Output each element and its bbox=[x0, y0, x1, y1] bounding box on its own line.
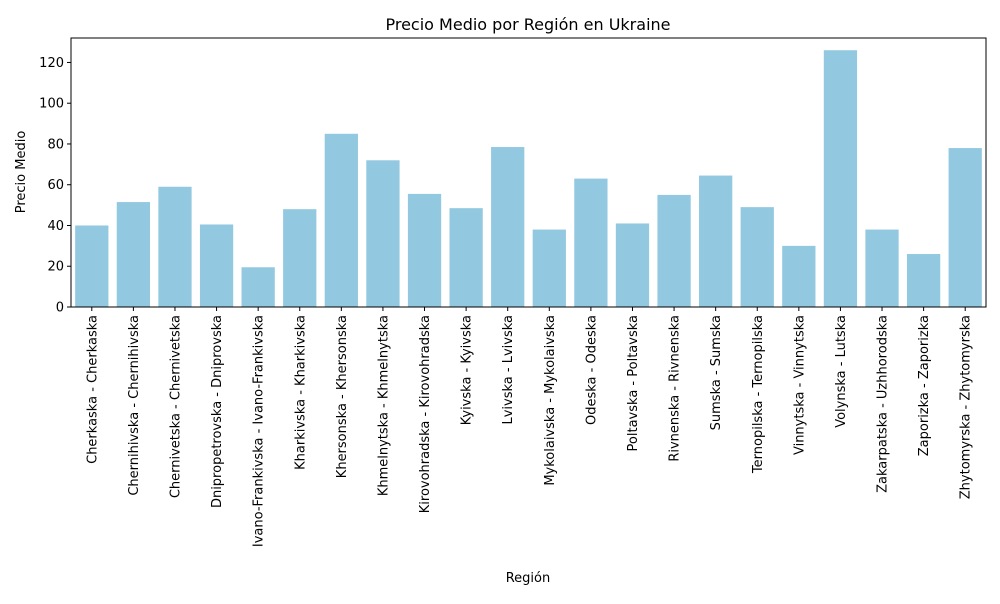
x-axis-label: Región bbox=[506, 571, 551, 586]
y-axis: 0 20 40 60 80 100 120 bbox=[39, 56, 71, 316]
bar bbox=[199, 224, 234, 307]
x-axis: Cherkaska - Cherkaska Chernihivska - Cher… bbox=[85, 307, 974, 547]
bar bbox=[948, 148, 982, 307]
bar bbox=[324, 133, 358, 307]
x-tick-label: Vinnytska - Vinnytska bbox=[792, 315, 807, 455]
plot-frame bbox=[70, 37, 987, 308]
bar bbox=[823, 50, 858, 307]
x-tick-label: Mykolaivska - Mykolaivska bbox=[543, 315, 558, 486]
x-tick-label: Cherkaska - Cherkaska bbox=[85, 315, 100, 464]
bar bbox=[116, 202, 151, 307]
bar bbox=[532, 229, 566, 307]
bar bbox=[241, 267, 275, 307]
x-tick-label: Zhytomyrska - Zhytomyrska bbox=[959, 315, 974, 499]
y-tick-label: 40 bbox=[47, 219, 64, 234]
bar bbox=[615, 223, 650, 307]
bar bbox=[865, 229, 899, 307]
y-axis-label: Precio Medio bbox=[14, 131, 29, 214]
bar bbox=[491, 147, 525, 307]
bar bbox=[407, 193, 442, 307]
x-tick-label: Ternopilska - Ternopilska bbox=[751, 315, 766, 474]
bar bbox=[906, 254, 941, 307]
x-tick-label: Zaporizka - Zaporizka bbox=[917, 315, 932, 456]
y-tick-label: 100 bbox=[39, 97, 64, 112]
y-tick-label: 60 bbox=[47, 178, 64, 193]
bars-layer bbox=[75, 50, 982, 307]
bar bbox=[366, 160, 400, 307]
x-tick-label: Chernivetska - Chernivetska bbox=[168, 315, 183, 498]
y-tick-label: 0 bbox=[56, 301, 64, 316]
x-tick-label: Odeska - Odeska bbox=[584, 315, 599, 425]
bar bbox=[449, 208, 483, 307]
y-tick-label: 80 bbox=[47, 137, 64, 152]
x-tick-label: Rivnenska - Rivnenska bbox=[668, 315, 683, 462]
x-tick-label: Volynska - Lutska bbox=[834, 315, 849, 428]
bar bbox=[699, 175, 733, 307]
y-tick-label: 20 bbox=[47, 260, 64, 275]
bar bbox=[657, 194, 691, 307]
x-tick-label: Ivano-Frankivska - Ivano-Frankivska bbox=[252, 315, 267, 547]
bar bbox=[574, 178, 608, 307]
x-tick-label: Poltavska - Poltavska bbox=[626, 315, 641, 451]
x-tick-label: Sumska - Sumska bbox=[709, 315, 724, 430]
chart-title: Precio Medio por Región en Ukraine bbox=[385, 15, 670, 34]
x-tick-label: Kyivska - Kyivska bbox=[460, 315, 475, 425]
bar bbox=[158, 186, 192, 307]
y-tick-label: 120 bbox=[39, 56, 64, 71]
plot-border bbox=[70, 37, 987, 308]
x-tick-label: Lvivska - Lvivska bbox=[501, 315, 516, 425]
x-tick-label: Chernihivska - Chernihivska bbox=[127, 315, 142, 496]
x-tick-label: Khmelnytska - Khmelnytska bbox=[376, 315, 391, 496]
bar bbox=[75, 225, 109, 307]
bar bbox=[740, 207, 774, 307]
bar bbox=[782, 245, 816, 307]
x-tick-label: Dnipropetrovska - Dniprovska bbox=[210, 315, 225, 508]
bar bbox=[283, 209, 317, 307]
x-tick-label: Zakarpatska - Uzhhorodska bbox=[876, 315, 891, 493]
x-tick-label: Kharkivska - Kharkivska bbox=[293, 315, 308, 470]
x-tick-label: Kirovohradska - Kirovohradska bbox=[418, 315, 433, 513]
x-tick-label: Khersonska - Khersonska bbox=[335, 315, 350, 478]
